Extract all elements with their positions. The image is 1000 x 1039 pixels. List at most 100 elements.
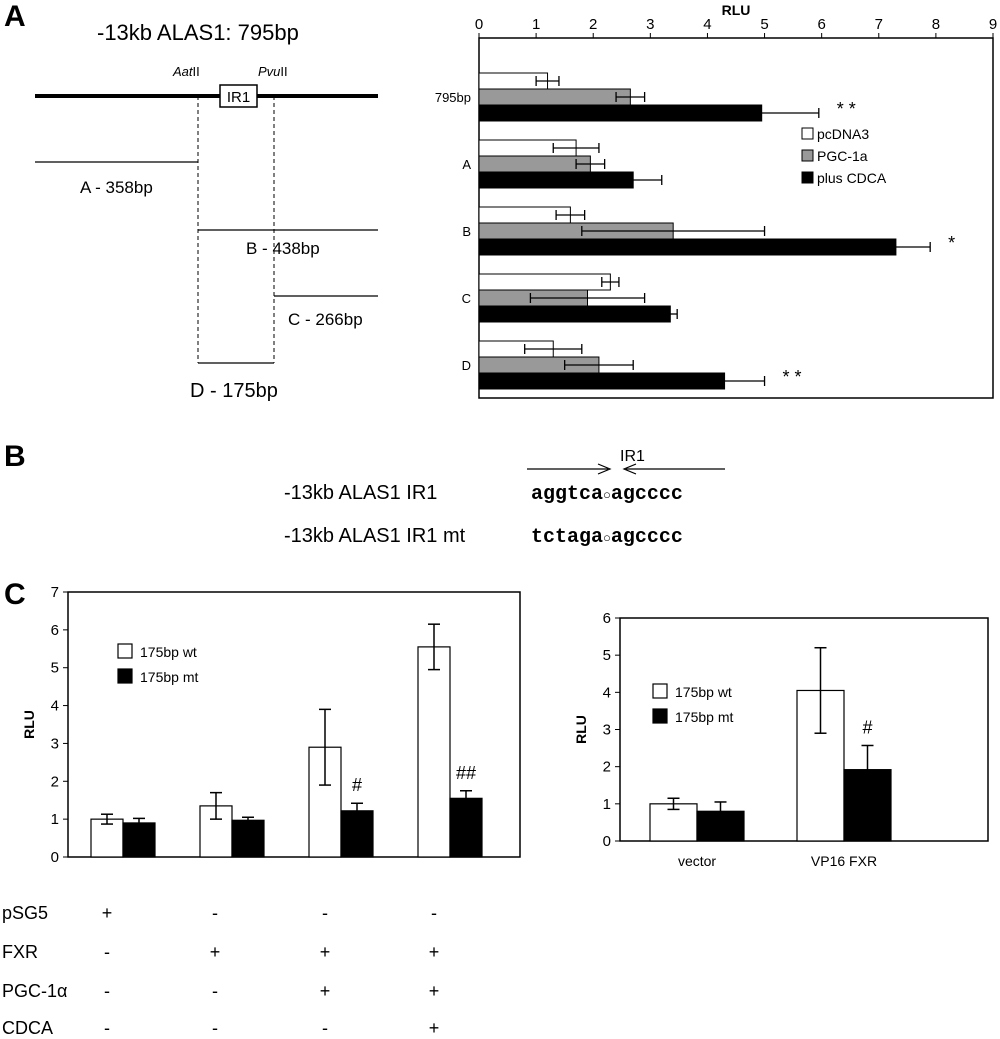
treatment-row-cdca: CDCA - - - +	[2, 1018, 439, 1038]
y-axis-title: RLU	[573, 715, 589, 744]
category-label: C	[462, 291, 471, 306]
treatment-sign: -	[322, 903, 328, 923]
legend-swatch	[117, 643, 133, 659]
seq-label-wt: -13kb ALAS1 IR1	[284, 482, 437, 504]
seq-wt-left: aggtca	[531, 483, 603, 506]
treatment-label: PGC-1α	[2, 981, 67, 1001]
legend-swatch	[117, 668, 133, 684]
fragment-b-label: B - 438bp	[246, 239, 320, 258]
bar	[478, 155, 591, 173]
legend-swatch	[652, 708, 668, 724]
significance-mark: * *	[783, 367, 802, 387]
construct-title: -13kb ALAS1: 795bp	[97, 20, 299, 45]
category-label: vector	[678, 853, 716, 869]
seq-label-mt: -13kb ALAS1 IR1 mt	[284, 525, 466, 547]
bar	[478, 273, 611, 291]
chart-a: 0 1 2 3 4 5 6 7 8 9 RLU 795bp * * A B * C D * * pcDNA3 PGC-1…	[435, 2, 997, 399]
x-tick-label: 5	[760, 16, 768, 33]
fragment-a-label: A - 358bp	[80, 178, 153, 197]
legend-label: 175bp wt	[140, 644, 197, 660]
x-tick-label: 7	[875, 16, 883, 33]
sequence-panel: IR1 -13kb ALAS1 IR1 aggtca○agcccc -13kb …	[284, 448, 725, 549]
treatment-sign: -	[212, 903, 218, 923]
y-tick-label: 3	[603, 722, 611, 739]
legend-label: 175bp mt	[675, 709, 733, 725]
ir1-forward-arrowhead	[597, 463, 612, 475]
y-tick-label: 5	[51, 660, 59, 677]
treatment-sign: -	[104, 1018, 110, 1038]
x-tick-label: 6	[817, 16, 825, 33]
treatment-label: pSG5	[2, 903, 48, 923]
aatii-italic: Aat	[172, 64, 194, 79]
treatment-sign: -	[212, 981, 218, 1001]
treatment-sign: +	[429, 981, 440, 1001]
bar	[478, 238, 897, 256]
treatment-sign: -	[431, 903, 437, 923]
chart-c-right: 0 1 2 3 4 5 6 RLU vector # VP16 FXR 175bp wt 175bp m…	[573, 610, 989, 869]
fragment-c-label: C - 266bp	[288, 310, 363, 329]
y-tick-label: 3	[51, 735, 59, 752]
significance-mark: * *	[837, 99, 856, 119]
x-tick-label: 4	[703, 16, 711, 33]
treatment-label: FXR	[2, 942, 38, 962]
treatment-sign: -	[104, 942, 110, 962]
treatment-sign: +	[320, 942, 331, 962]
legend-label: pcDNA3	[817, 126, 869, 142]
category-label: A	[462, 157, 471, 172]
panel-letter-c: C	[4, 578, 26, 611]
panel-letter-a: A	[4, 0, 26, 33]
panel-letter-b: B	[4, 440, 26, 473]
bar	[478, 305, 671, 323]
bar	[340, 810, 374, 858]
ir1-arrow-label: IR1	[620, 448, 645, 465]
seq-wt-right: agcccc	[611, 483, 683, 506]
treatment-sign: +	[102, 903, 113, 923]
significance-mark: *	[948, 233, 955, 253]
bar	[231, 819, 265, 858]
category-label: D	[462, 358, 471, 373]
treatment-sign: -	[212, 1018, 218, 1038]
plot-frame	[67, 591, 521, 858]
treatment-sign: -	[104, 981, 110, 1001]
y-tick-label: 5	[603, 647, 611, 664]
y-tick-label: 6	[51, 622, 59, 639]
aatii-roman: II	[193, 64, 200, 79]
y-axis-title: RLU	[21, 710, 37, 739]
treatment-sign: -	[322, 1018, 328, 1038]
category-label: 795bp	[435, 90, 471, 105]
x-tick-label: 3	[646, 16, 654, 33]
y-tick-label: 7	[51, 584, 59, 601]
y-tick-label: 1	[603, 796, 611, 813]
y-tick-label: 2	[51, 773, 59, 790]
legend-swatch	[801, 127, 814, 140]
ir1-reverse-arrowhead	[622, 463, 637, 475]
seq-wt: aggtca○agcccc	[531, 483, 683, 506]
seq-mt: tctaga○agcccc	[531, 526, 683, 549]
y-tick-label: 0	[603, 833, 611, 850]
legend-swatch	[801, 149, 814, 162]
seq-wt-spacer: ○	[603, 487, 611, 502]
fragment-d-label: D - 175bp	[190, 380, 278, 402]
seq-mt-left: tctaga	[531, 526, 603, 549]
ir1-box-label: IR1	[227, 89, 250, 106]
treatment-row-psg5: pSG5 + - - -	[2, 903, 437, 923]
category-label: VP16 FXR	[811, 853, 877, 869]
treatment-row-pgc1a: PGC-1α - - + +	[2, 981, 439, 1001]
treatment-sign: +	[429, 942, 440, 962]
pvuii-italic: Pvu	[258, 64, 280, 79]
y-tick-label: 0	[51, 849, 59, 866]
significance-mark: ##	[456, 763, 476, 783]
y-tick-label: 2	[603, 759, 611, 776]
x-tick-label: 8	[932, 16, 940, 33]
significance-mark: #	[352, 775, 362, 795]
treatment-sign: +	[429, 1018, 440, 1038]
pvuii-site-label: PvuII	[258, 64, 288, 79]
legend-swatch	[801, 171, 814, 184]
treatment-row-fxr: FXR - + + +	[2, 942, 439, 962]
aatii-site-label: AatII	[172, 64, 200, 79]
legend-label: 175bp wt	[675, 684, 732, 700]
bar	[90, 818, 124, 858]
bar	[449, 797, 483, 858]
construct-diagram: -13kb ALAS1: 795bp AatII PvuII IR1 A - 3…	[35, 20, 378, 402]
